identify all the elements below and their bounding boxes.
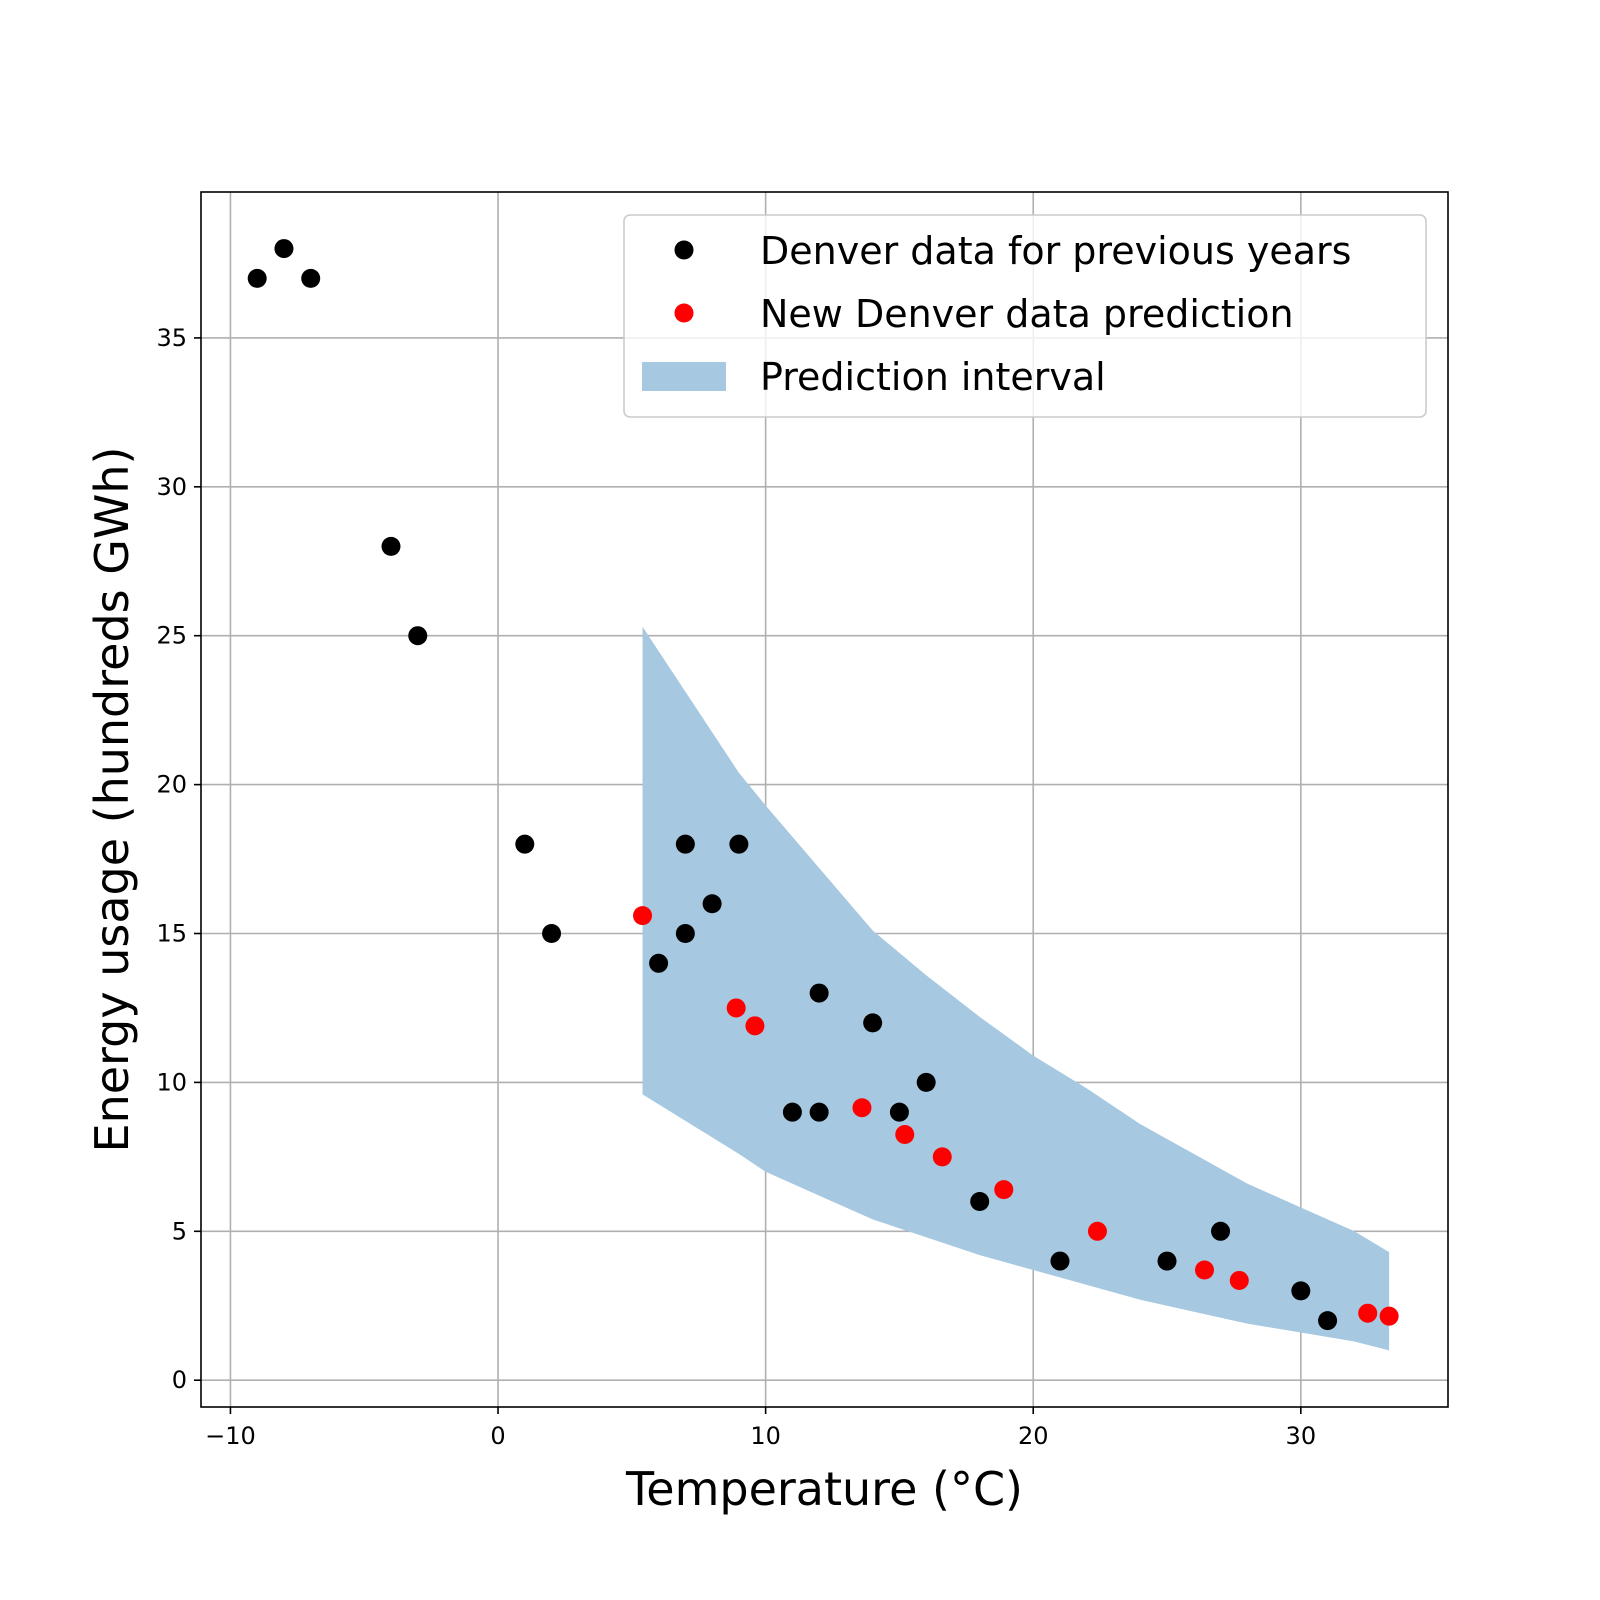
data-points-layer [247,239,1399,1331]
historical-data-point [247,268,267,288]
historical-data-point [1050,1251,1070,1271]
prediction-data-point [1379,1306,1399,1326]
prediction-data-point [932,1147,952,1167]
prediction-data-point [1229,1270,1249,1290]
historical-data-point [916,1072,936,1092]
y-tick-label: 5 [172,1217,187,1245]
y-tick-label: 35 [156,324,187,352]
historical-data-point [649,953,669,973]
y-tick-label: 15 [156,920,187,948]
prediction-data-point [726,998,746,1018]
historical-data-point [301,268,321,288]
historical-data-point [809,1102,829,1122]
prediction-data-point [1087,1221,1107,1241]
historical-data-point [702,894,722,914]
legend-swatch-interval [642,362,726,391]
prediction-data-point [1358,1303,1378,1323]
x-tick-label: 0 [490,1422,505,1450]
prediction-data-point [895,1125,915,1145]
legend-marker-prediction [674,303,694,323]
legend-label-interval: Prediction interval [760,355,1106,399]
historical-data-point [729,834,749,854]
plot-frame [200,191,1449,1408]
legend-marker-historical [674,240,694,260]
x-tick-label: 10 [750,1422,781,1450]
historical-data-point [863,1013,883,1033]
x-tick-label: 20 [1018,1422,1049,1450]
historical-data-point [1291,1281,1311,1301]
y-axis-label: Energy usage (hundreds GWh) [85,447,139,1153]
x-tick-label: 30 [1286,1422,1317,1450]
historical-data-point [809,983,829,1003]
historical-data-point [675,834,695,854]
prediction-data-point [633,906,653,926]
historical-data-point [542,924,562,944]
historical-data-point [1157,1251,1177,1271]
y-tick-label: 10 [156,1068,187,1096]
legend-label-historical: Denver data for previous years [760,229,1351,273]
prediction-band-layer [642,626,1390,1351]
historical-data-point [1318,1311,1338,1331]
prediction-data-point [994,1180,1014,1200]
historical-data-point [515,834,535,854]
historical-data-point [274,239,294,259]
historical-data-point [970,1192,990,1212]
x-tick-label: −10 [205,1422,256,1450]
legend-label-prediction: New Denver data prediction [760,292,1294,336]
historical-data-point [381,536,401,556]
prediction-data-point [745,1016,765,1036]
historical-data-point [675,924,695,944]
historical-data-point [1211,1221,1231,1241]
historical-data-point [889,1102,909,1122]
historical-data-point [782,1102,802,1122]
prediction-interval-band [642,626,1390,1351]
prediction-data-point [1194,1260,1214,1280]
y-tick-label: 30 [156,473,187,501]
legend-box [623,214,1427,418]
x-axis-label: Temperature (°C) [625,1462,1023,1516]
historical-data-point [408,626,428,646]
y-tick-label: 25 [156,622,187,650]
axis-ticks: −10 0 10 20 30 0 5 10 15 20 25 30 35 [156,324,1316,1450]
prediction-data-point [852,1098,872,1118]
legend: Denver data for previous years New Denver… [623,214,1427,418]
y-tick-label: 0 [172,1366,187,1394]
y-tick-label: 20 [156,771,187,799]
